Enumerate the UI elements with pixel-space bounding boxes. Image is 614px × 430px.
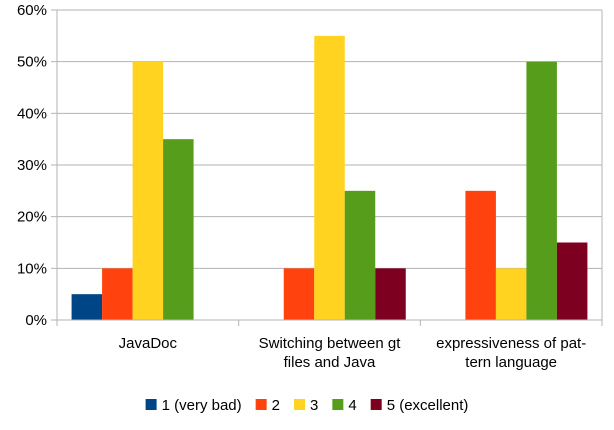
legend-swatch <box>332 399 344 410</box>
bar <box>71 294 103 320</box>
y-tick-label: 50% <box>17 54 47 71</box>
x-tick-label: tern language <box>465 354 557 371</box>
x-tick-label: expressiveness of pat- <box>436 335 586 352</box>
y-tick-label: 0% <box>25 312 47 329</box>
bar <box>526 61 557 321</box>
bars <box>71 35 588 321</box>
bar <box>283 268 315 320</box>
x-tick-label: Switching between gt <box>259 335 402 352</box>
bar <box>163 139 194 320</box>
legend-label: 2 <box>272 397 280 414</box>
legend-swatch <box>255 399 267 410</box>
legend-label: 5 (excellent) <box>387 397 469 414</box>
y-tick-label: 60% <box>17 2 47 19</box>
legend-swatch <box>294 399 305 410</box>
legend-swatch <box>145 399 157 410</box>
legend-label: 3 <box>310 397 318 414</box>
y-tick-label: 10% <box>17 260 47 277</box>
y-tick-label: 20% <box>17 209 47 226</box>
bar <box>556 242 588 320</box>
bar <box>132 61 164 321</box>
legend-label: 1 (very bad) <box>162 397 242 414</box>
x-tick-label: files and Java <box>284 354 376 371</box>
axes: 0% 10% 20% 30% 40% 50% 60% JavaDoc Switching bet… <box>17 2 603 371</box>
legend-label: 4 <box>348 397 356 414</box>
legend-swatch <box>370 399 382 410</box>
bar <box>344 190 376 320</box>
bar <box>102 268 133 320</box>
bar <box>375 268 406 320</box>
bar <box>495 268 527 320</box>
y-tick-label: 30% <box>17 157 47 174</box>
bar <box>465 190 496 320</box>
x-tick-label: JavaDoc <box>119 335 178 352</box>
y-tick-label: 40% <box>17 105 47 122</box>
bar <box>314 35 345 320</box>
legend: 1 (very bad) 2 3 4 5 (excellent) <box>145 397 469 414</box>
